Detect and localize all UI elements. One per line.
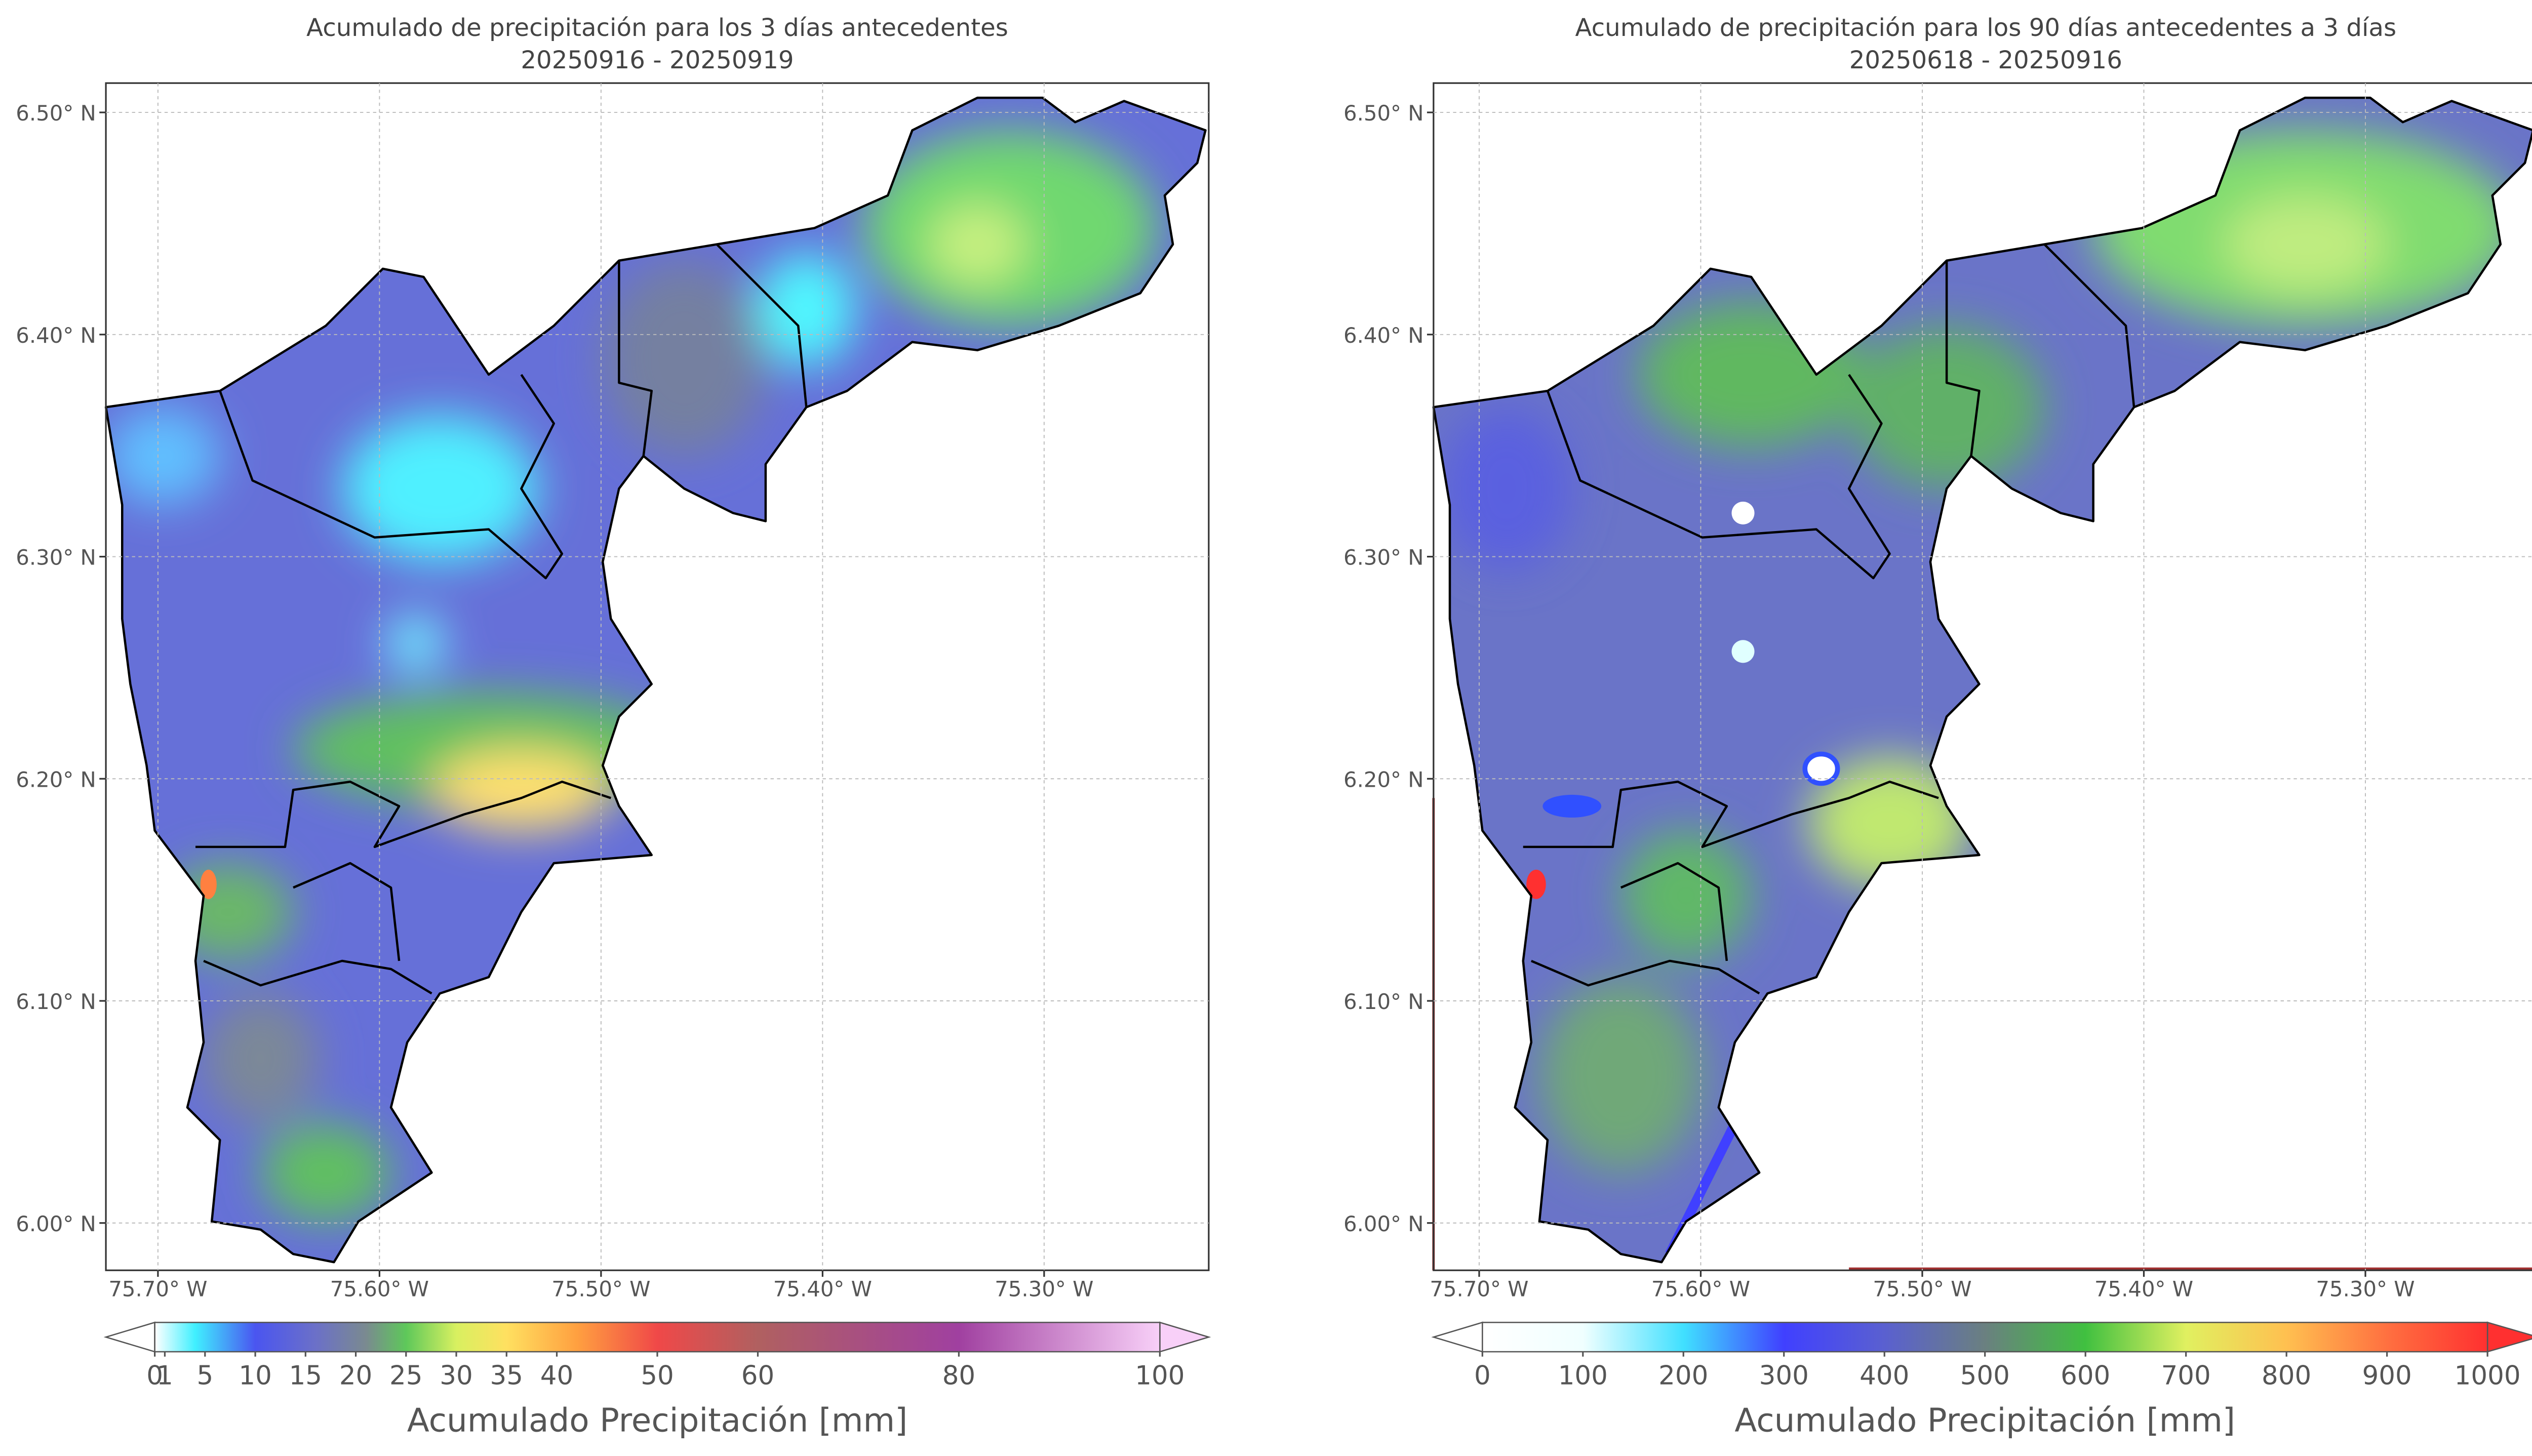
colorbar-tick-label: 5 <box>196 1360 213 1391</box>
colorbar-tick-label: 100 <box>1135 1360 1184 1391</box>
map-subtitle: 20250916 - 20250919 <box>521 46 794 74</box>
colorbar-label: Acumulado Precipitación [mm] <box>1734 1402 2235 1440</box>
colorbar-tick-label: 700 <box>2161 1360 2211 1391</box>
colorbar-extend <box>1159 1321 1211 1353</box>
colorbar-tick-label: 30 <box>440 1360 472 1391</box>
y-tick-label: 6.40° N <box>16 323 96 348</box>
x-tick-label: 75.30° W <box>995 1277 1093 1302</box>
y-tick-label: 6.50° N <box>16 101 96 126</box>
map-title: Acumulado de precipitación para los 90 d… <box>1575 14 2397 42</box>
x-tick-label: 75.30° W <box>2316 1277 2415 1302</box>
colorbar-tick-label: 200 <box>1658 1360 1708 1391</box>
colorbar-tick-label: 1000 <box>2455 1360 2521 1391</box>
colorbar-tick-label: 800 <box>2262 1360 2311 1391</box>
axes-frame <box>1433 82 2532 1271</box>
colorbar-tick-label: 35 <box>490 1360 523 1391</box>
y-tick-label: 6.10° N <box>16 989 96 1014</box>
colorbar-tick-label: 0 <box>146 1360 163 1391</box>
map-title: Acumulado de precipitación para los 3 dí… <box>306 14 1008 42</box>
y-tick-label: 6.20° N <box>1343 767 1424 792</box>
map-0-field <box>106 98 1205 1262</box>
colorbar-tick-label: 15 <box>289 1360 322 1391</box>
map-subtitle: 20250618 - 20250916 <box>1849 46 2122 74</box>
colorbar-tick-label: 60 <box>741 1360 774 1391</box>
colorbar-tick-label: 1 <box>156 1360 173 1391</box>
colorbar-tick-label: 300 <box>1759 1360 1809 1391</box>
colorbar-tick-label: 600 <box>2061 1360 2110 1391</box>
y-tick-label: 6.30° N <box>1343 545 1424 570</box>
x-tick-label: 75.50° W <box>551 1277 650 1302</box>
map-1-field <box>1434 98 2532 1262</box>
colorbar <box>154 1321 1161 1353</box>
y-tick-label: 6.00° N <box>16 1211 96 1236</box>
x-tick-label: 75.50° W <box>1873 1277 1971 1302</box>
colorbar-extend <box>103 1321 155 1353</box>
y-tick-label: 6.30° N <box>16 545 96 570</box>
colorbar-tick-label: 900 <box>2362 1360 2412 1391</box>
y-tick-label: 6.40° N <box>1343 323 1424 348</box>
colorbar-tick-label: 40 <box>540 1360 573 1391</box>
x-tick-label: 75.40° W <box>773 1277 872 1302</box>
colorbar-tick-label: 400 <box>1860 1360 1909 1391</box>
colorbar-tick-label: 0 <box>1474 1360 1491 1391</box>
y-tick-label: 6.50° N <box>1343 101 1424 126</box>
colorbar-label: Acumulado Precipitación [mm] <box>407 1402 908 1440</box>
y-tick-label: 6.00° N <box>1343 1211 1424 1236</box>
colorbar-tick-label: 25 <box>389 1360 422 1391</box>
y-tick-label: 6.10° N <box>1343 989 1424 1014</box>
colorbar-tick-label: 80 <box>942 1360 975 1391</box>
x-tick-label: 75.40° W <box>2094 1277 2193 1302</box>
colorbar-tick-label: 10 <box>239 1360 271 1391</box>
colorbar <box>1482 1321 2488 1353</box>
x-tick-label: 75.60° W <box>330 1277 429 1302</box>
colorbar-tick-label: 20 <box>339 1360 372 1391</box>
colorbar-extend <box>2486 1321 2532 1353</box>
x-tick-label: 75.60° W <box>1651 1277 1750 1302</box>
y-tick-label: 6.20° N <box>16 767 96 792</box>
x-tick-label: 75.70° W <box>1430 1277 1528 1302</box>
colorbar-tick-label: 100 <box>1558 1360 1608 1391</box>
colorbar-tick-label: 50 <box>641 1360 674 1391</box>
x-tick-label: 75.70° W <box>108 1277 207 1302</box>
colorbar-extend <box>1431 1321 1483 1353</box>
colorbar-tick-label: 500 <box>1960 1360 2010 1391</box>
axes-frame <box>105 82 1210 1271</box>
